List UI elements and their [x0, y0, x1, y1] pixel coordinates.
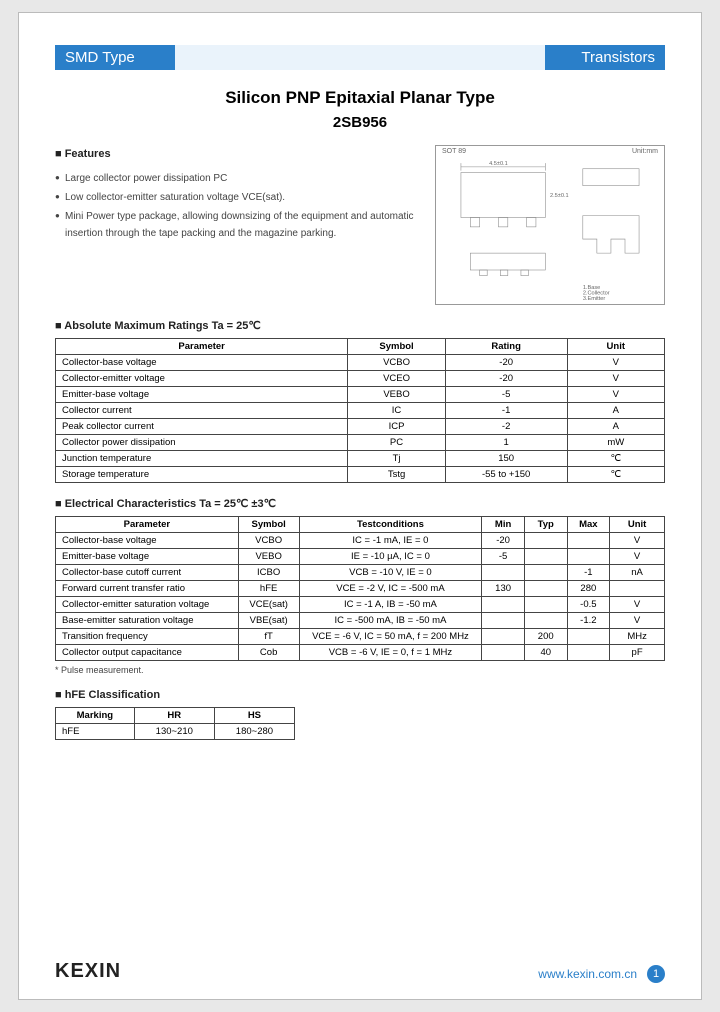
- table-header: Typ: [524, 517, 567, 533]
- table-row: Storage temperatureTstg-55 to +150℃: [56, 467, 665, 483]
- table-row: Collector-base cutoff currentICBOVCB = -…: [56, 565, 665, 581]
- hfe-section: hFE Classification MarkingHRHShFE130~210…: [55, 689, 665, 740]
- table-header: Unit: [567, 339, 664, 355]
- table-header: HR: [134, 708, 214, 724]
- elec-table: ParameterSymbolTestconditionsMinTypMaxUn…: [55, 516, 665, 661]
- package-name: SOT 89: [442, 148, 466, 155]
- footer-url: www.kexin.com.cn: [538, 967, 637, 981]
- table-header: Parameter: [56, 517, 239, 533]
- table-header: Min: [482, 517, 525, 533]
- page-title: Silicon PNP Epitaxial Planar Type: [55, 88, 665, 108]
- svg-text:4.5±0.1: 4.5±0.1: [489, 161, 508, 167]
- table-row: Emitter-base voltageVEBOIE = -10 µA, IC …: [56, 549, 665, 565]
- elec-heading: Electrical Characteristics Ta = 25℃ ±3℃: [55, 497, 665, 510]
- table-row: Collector-emitter voltageVCEO-20V: [56, 371, 665, 387]
- abs-heading: Absolute Maximum Ratings Ta = 25℃: [55, 319, 665, 332]
- table-header: Unit: [610, 517, 665, 533]
- table-header: Symbol: [348, 339, 445, 355]
- table-row: Collector-base voltageVCBO-20V: [56, 355, 665, 371]
- abs-max-section: Absolute Maximum Ratings Ta = 25℃ Parame…: [55, 319, 665, 483]
- table-row: Collector-emitter saturation voltageVCE(…: [56, 597, 665, 613]
- footer: KEXIN www.kexin.com.cn 1: [55, 960, 665, 983]
- table-row: Transition frequencyfTVCE = -6 V, IC = 5…: [56, 629, 665, 645]
- table-row: Peak collector currentICP-2A: [56, 419, 665, 435]
- header-mid: [175, 45, 545, 70]
- table-row: Collector currentIC-1A: [56, 403, 665, 419]
- table-row: Collector power dissipationPC1mW: [56, 435, 665, 451]
- table-row: hFE130~210180~280: [56, 724, 295, 740]
- svg-text:2.5±0.1: 2.5±0.1: [550, 193, 569, 199]
- feature-item: Large collector power dissipation PC: [55, 170, 423, 187]
- table-header: Rating: [445, 339, 567, 355]
- header-left: SMD Type: [55, 45, 175, 70]
- svg-text:3.Emitter: 3.Emitter: [583, 296, 606, 300]
- elec-note: * Pulse measurement.: [55, 665, 665, 675]
- features-heading: Features: [55, 145, 423, 164]
- elec-section: Electrical Characteristics Ta = 25℃ ±3℃ …: [55, 497, 665, 675]
- features-block: Features Large collector power dissipati…: [55, 145, 423, 305]
- feature-item: Mini Power type package, allowing downsi…: [55, 208, 423, 242]
- table-row: Collector-base voltageVCBOIC = -1 mA, IE…: [56, 533, 665, 549]
- package-drawing: SOT 89 Unit:mm 1.Base: [435, 145, 665, 305]
- package-unit: Unit:mm: [632, 148, 658, 155]
- header-right: Transistors: [545, 45, 665, 70]
- table-header: Marking: [56, 708, 135, 724]
- hfe-table: MarkingHRHShFE130~210180~280: [55, 707, 295, 740]
- table-row: Junction temperatureTj150℃: [56, 451, 665, 467]
- table-row: Forward current transfer ratiohFEVCE = -…: [56, 581, 665, 597]
- table-header: Testconditions: [299, 517, 482, 533]
- table-row: Emitter-base voltageVEBO-5V: [56, 387, 665, 403]
- table-header: Symbol: [238, 517, 299, 533]
- header-bar: SMD Type Transistors: [55, 45, 665, 70]
- feature-item: Low collector-emitter saturation voltage…: [55, 189, 423, 206]
- table-header: Parameter: [56, 339, 348, 355]
- part-number: 2SB956: [55, 114, 665, 131]
- table-header: Max: [567, 517, 610, 533]
- table-row: Collector output capacitanceCobVCB = -6 …: [56, 645, 665, 661]
- logo: KEXIN: [55, 960, 121, 983]
- hfe-heading: hFE Classification: [55, 689, 665, 701]
- page-number: 1: [647, 965, 665, 983]
- abs-table: ParameterSymbolRatingUnitCollector-base …: [55, 338, 665, 483]
- table-header: HS: [214, 708, 294, 724]
- table-row: Base-emitter saturation voltageVBE(sat)I…: [56, 613, 665, 629]
